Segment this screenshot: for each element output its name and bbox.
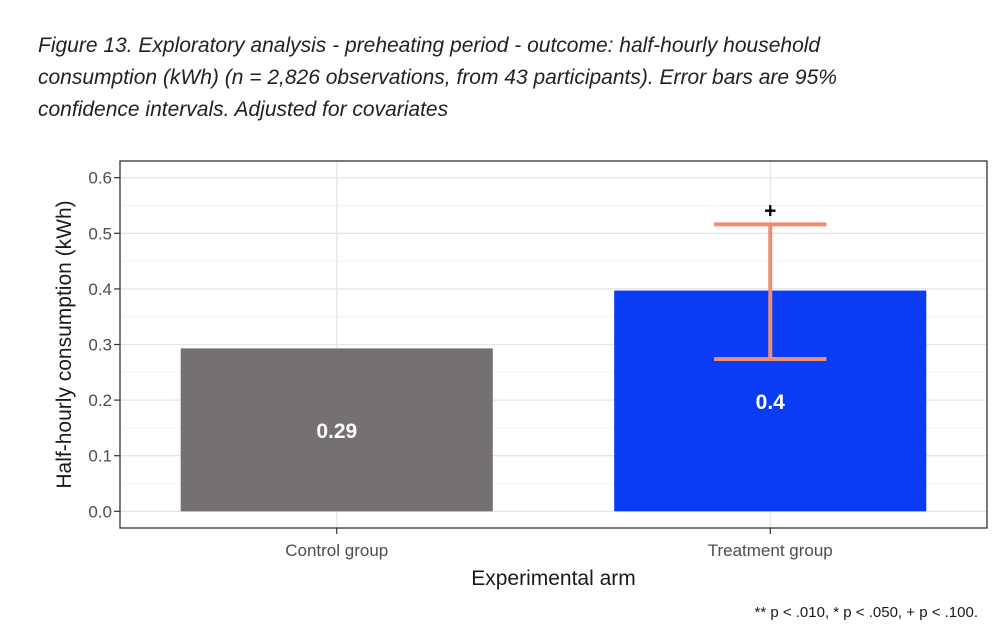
bar-labels: 0.29 0.4 + [316, 199, 785, 442]
y-tick-label: 0.6 [88, 169, 112, 188]
bars [180, 290, 927, 512]
y-axis-title: Half-hourly consumption (kWh) [53, 200, 76, 488]
error-bars [714, 222, 827, 361]
y-tick-label: 0.2 [88, 391, 112, 410]
x-tick-label: Control group [285, 541, 388, 560]
significance-marker: + [764, 199, 776, 222]
y-tick-label: 0.1 [88, 447, 112, 466]
x-tick-label: Treatment group [708, 541, 833, 560]
bar [180, 348, 493, 512]
y-tick-label: 0.0 [88, 502, 112, 521]
bar-value-label: 0.29 [316, 420, 357, 443]
y-tick-label: 0.4 [88, 280, 112, 299]
y-tick-label: 0.5 [88, 224, 112, 243]
axis-ticks: 0.0 0.1 0.2 0.3 0.4 0.5 0.6 Control group Treatm… [88, 169, 832, 560]
x-axis-title: Experimental arm [471, 567, 636, 590]
figure-caption: Figure 13. Exploratory analysis - prehea… [38, 34, 837, 121]
y-tick-label: 0.3 [88, 336, 112, 355]
significance-footnote: ** p < .010, * p < .050, + p < .100. [754, 604, 978, 621]
bar-value-label: 0.4 [756, 391, 786, 414]
